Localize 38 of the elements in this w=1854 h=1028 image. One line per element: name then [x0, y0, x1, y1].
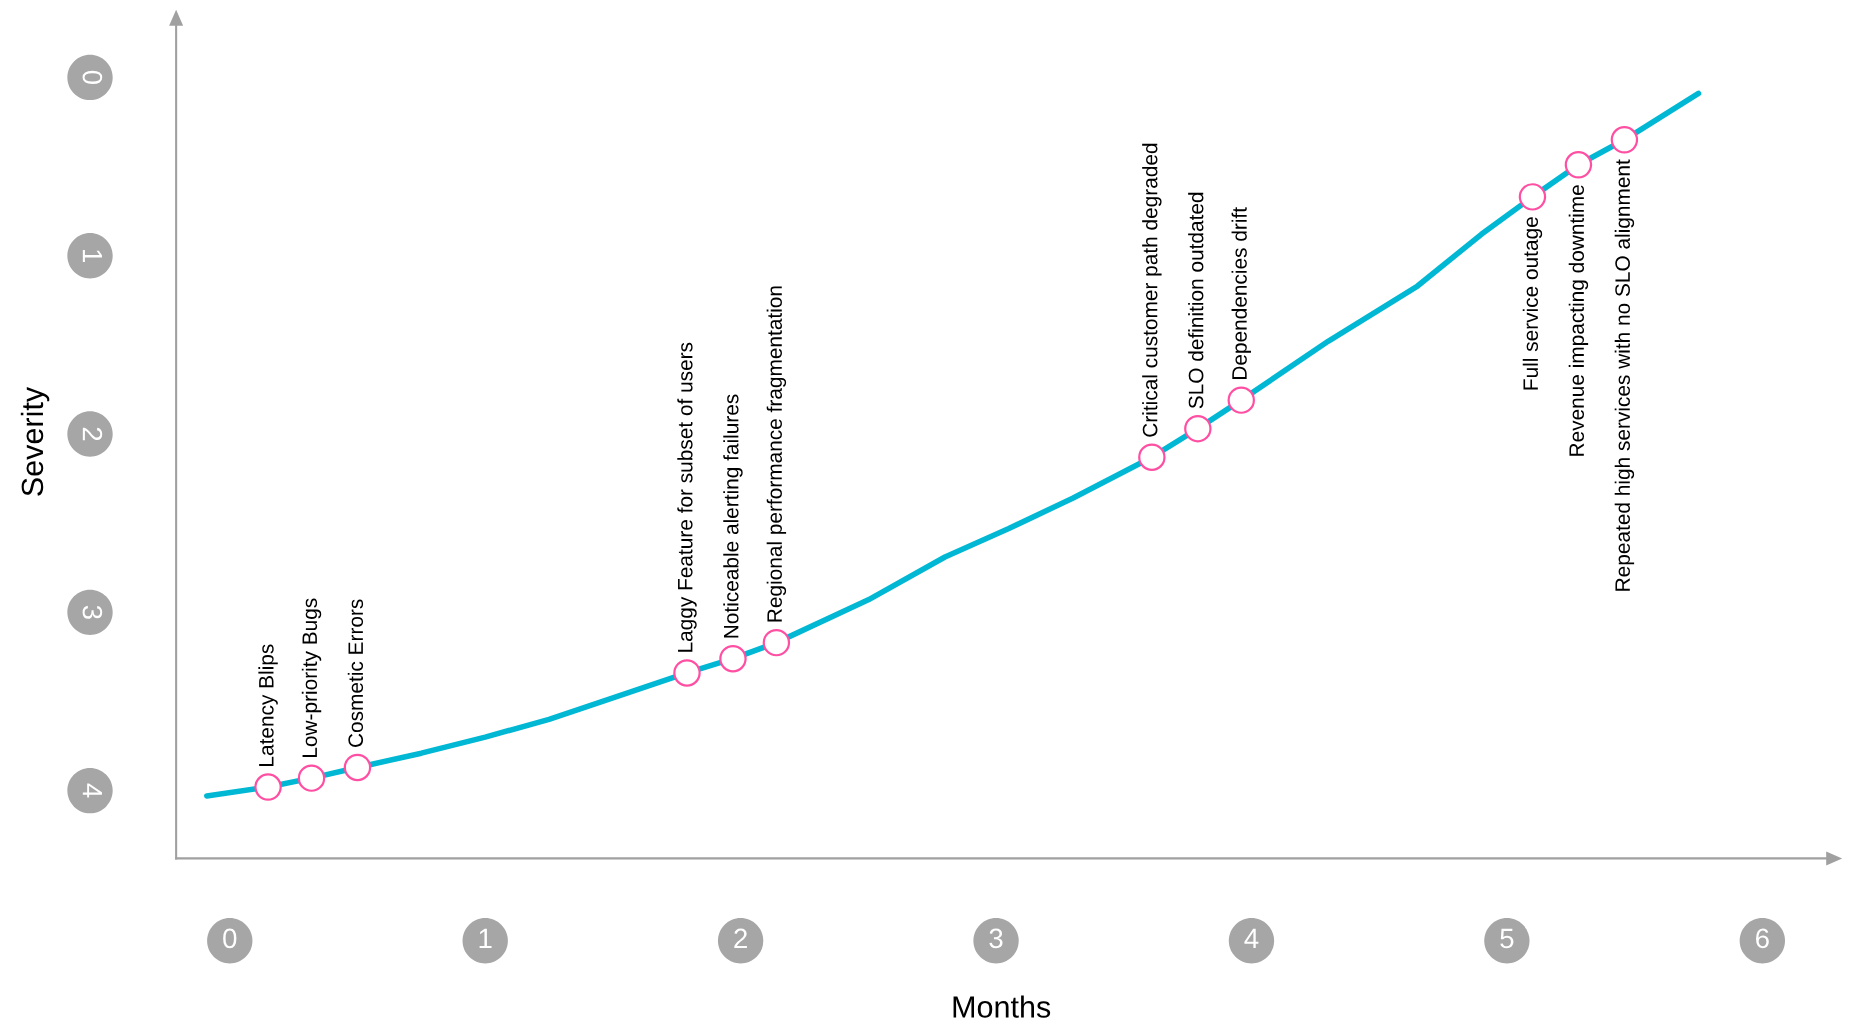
- y-tick-label: 0: [82, 70, 103, 85]
- point: [1184, 414, 1212, 443]
- point: [343, 753, 372, 782]
- point: [719, 644, 747, 673]
- annotation: Low-priority Bugs: [301, 598, 322, 757]
- annotation: Latency Blips: [258, 644, 278, 766]
- y-tick-label: 3: [82, 605, 103, 619]
- annotation: Cosmetic Errors: [347, 599, 364, 747]
- annotation: Regional performance fragmentation: [766, 286, 787, 622]
- x-tick-label: 2: [734, 928, 747, 948]
- x-tick-label: 5: [1500, 928, 1514, 949]
- x-axis-title: Months: [953, 995, 1051, 1018]
- point: [1610, 126, 1639, 154]
- x-tick-label: 6: [1756, 928, 1769, 949]
- point: [297, 764, 326, 792]
- x-tick-label: 1: [479, 928, 492, 948]
- annotation: Full service outage: [1522, 217, 1543, 390]
- annotation: Revenue impacting downtime: [1568, 185, 1589, 456]
- annotation: Dependencies drift: [1231, 207, 1251, 379]
- x-tick-label: 4: [1244, 928, 1259, 948]
- y-axis-title: Severity: [20, 386, 50, 496]
- point: [1138, 443, 1166, 471]
- x-tick-label: 0: [223, 928, 237, 949]
- y-tick-label: 1: [82, 250, 102, 263]
- point: [1227, 386, 1255, 414]
- annotation: Critical customer path degraded: [1142, 143, 1162, 437]
- point: [254, 773, 282, 801]
- point: [1564, 151, 1593, 179]
- point: [1518, 183, 1547, 211]
- point: [762, 628, 791, 657]
- y-tick-label: 2: [82, 427, 103, 441]
- annotation: Repeated high services with no SLO alignment: [1614, 159, 1635, 591]
- point: [673, 659, 701, 687]
- annotation: SLO definition outdated: [1188, 192, 1204, 409]
- annotation: Laggy Feature for subset of users: [677, 342, 697, 652]
- y-tick-label: 4: [82, 783, 102, 798]
- annotation: Noticeable alerting failures: [723, 394, 743, 638]
- x-tick-label: 3: [989, 928, 1003, 949]
